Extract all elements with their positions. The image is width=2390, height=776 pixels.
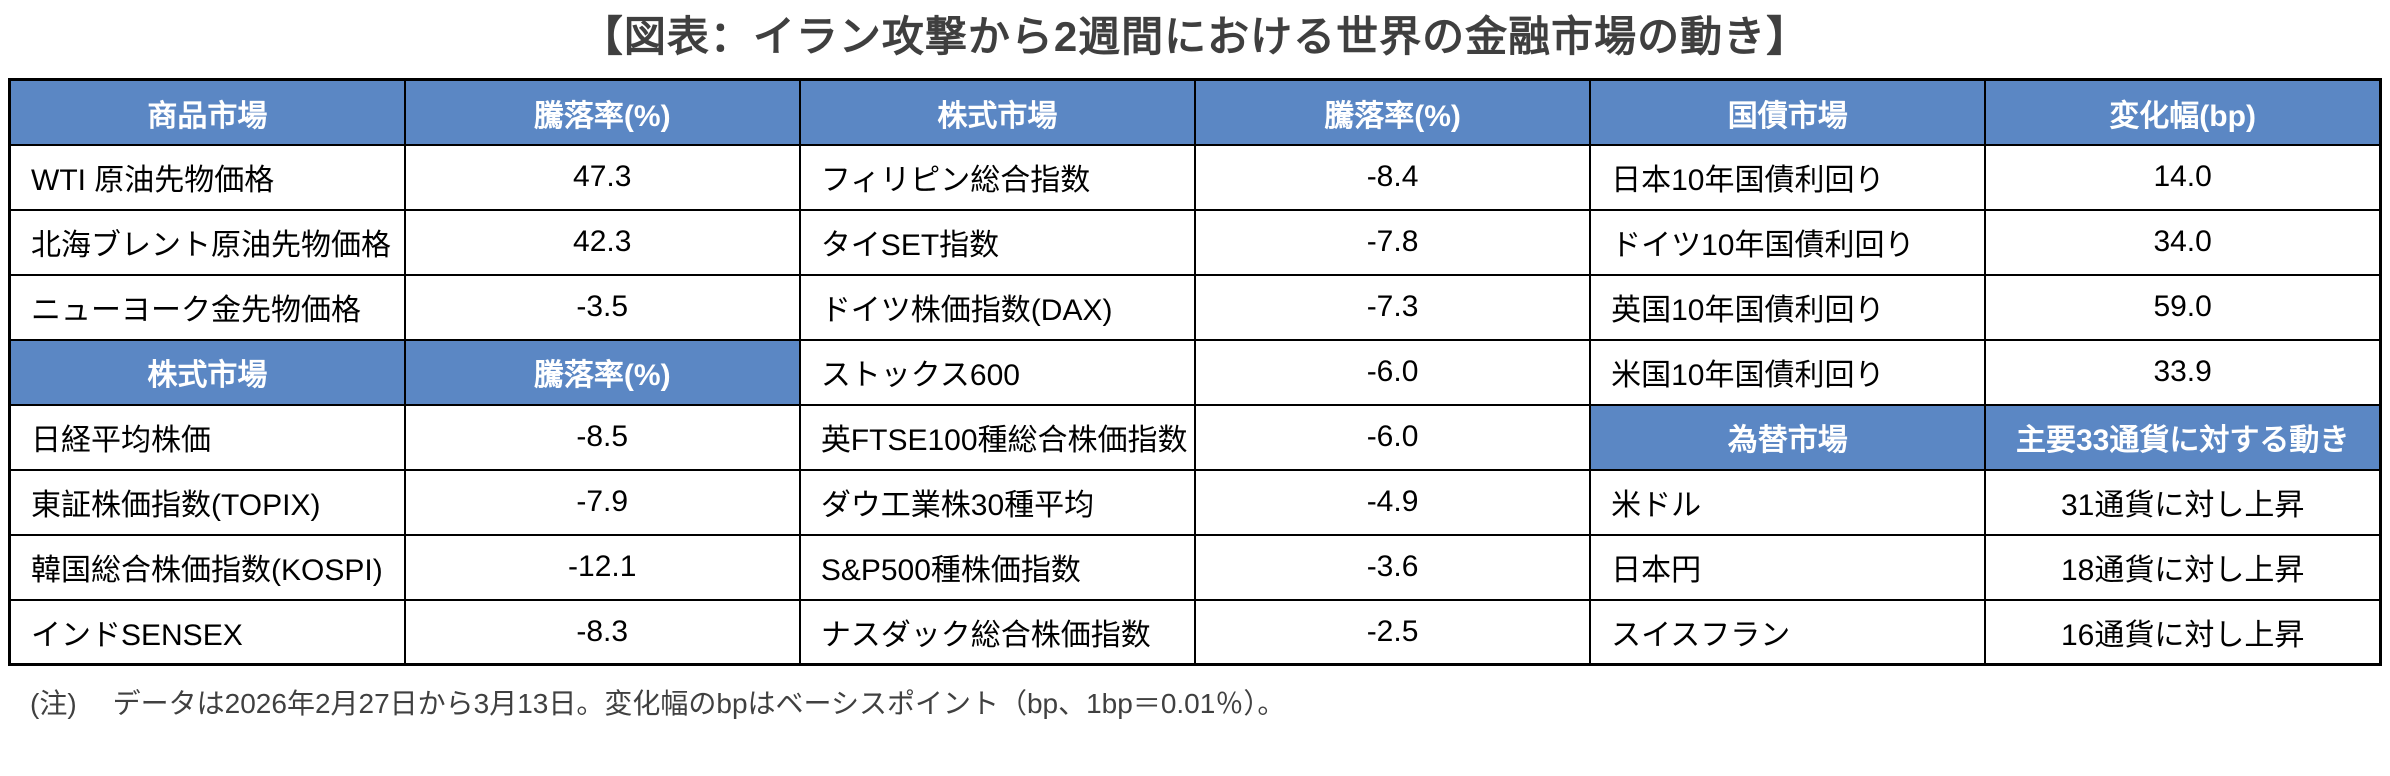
header-cell: 騰落率(%) bbox=[403, 78, 801, 146]
value-cell: 59.0 bbox=[1984, 273, 2382, 341]
footnote-text: データは2026年2月27日から3月13日。変化幅のbpはベーシスポイント（bp… bbox=[112, 688, 1286, 720]
table-row: WTI 原油先物価格 47.3 フィリピン総合指数 -8.4 日本10年国債利回り 14.… bbox=[8, 143, 2382, 211]
row-label-cell: 韓国総合株価指数(KOSPI) bbox=[8, 533, 406, 601]
row-label-cell: 北海ブレント原油先物価格 bbox=[8, 208, 406, 276]
row-label-cell: WTI 原油先物価格 bbox=[8, 143, 406, 211]
value-cell: -3.6 bbox=[1193, 533, 1592, 601]
row-label-cell: ダウ工業株30種平均 bbox=[798, 468, 1196, 536]
header-cell: 騰落率(%) bbox=[1193, 78, 1592, 146]
value-cell: -7.9 bbox=[403, 468, 801, 536]
market-table-body: 商品市場 騰落率(%) 株式市場 騰落率(%) 国債市場 変化幅(bp) WTI 原油先物価… bbox=[8, 78, 2382, 666]
value-cell: 33.9 bbox=[1984, 338, 2382, 406]
value-cell: -7.3 bbox=[1193, 273, 1592, 341]
value-cell: 34.0 bbox=[1984, 208, 2382, 276]
header-cell: 騰落率(%) bbox=[403, 338, 801, 406]
value-cell: 31通貨に対し上昇 bbox=[1984, 468, 2382, 536]
row-label-cell: フィリピン総合指数 bbox=[798, 143, 1196, 211]
value-cell: 16通貨に対し上昇 bbox=[1984, 598, 2382, 666]
table-row: インドSENSEX -8.3 ナスダック総合株価指数 -2.5 スイスフラン 16通貨に対… bbox=[8, 598, 2382, 666]
value-cell: -6.0 bbox=[1193, 403, 1592, 471]
row-label-cell: 日経平均株価 bbox=[8, 403, 406, 471]
footnote: (注) データは2026年2月27日から3月13日。変化幅のbpはベーシスポイント… bbox=[30, 682, 2390, 722]
table-row: 株式市場 騰落率(%) ストックス600 -6.0 米国10年国債利回り 33.9 bbox=[8, 338, 2382, 406]
header-cell: 主要33通貨に対する動き bbox=[1984, 403, 2382, 471]
row-label-cell: 米ドル bbox=[1589, 468, 1987, 536]
value-cell: 14.0 bbox=[1984, 143, 2382, 211]
table-row: 韓国総合株価指数(KOSPI) -12.1 S&P500種株価指数 -3.6 日本円 18… bbox=[8, 533, 2382, 601]
row-label-cell: 東証株価指数(TOPIX) bbox=[8, 468, 406, 536]
row-label-cell: ニューヨーク金先物価格 bbox=[8, 273, 406, 341]
value-cell: 18通貨に対し上昇 bbox=[1984, 533, 2382, 601]
row-label-cell: 米国10年国債利回り bbox=[1589, 338, 1987, 406]
table-row: 日経平均株価 -8.5 英FTSE100種総合株価指数 -6.0 為替市場 主要33通貨に… bbox=[8, 403, 2382, 471]
row-label-cell: ストックス600 bbox=[798, 338, 1196, 406]
row-label-cell: タイSET指数 bbox=[798, 208, 1196, 276]
market-table: 商品市場 騰落率(%) 株式市場 騰落率(%) 国債市場 変化幅(bp) WTI 原油先物価… bbox=[8, 78, 2382, 667]
value-cell: 42.3 bbox=[403, 208, 801, 276]
row-label-cell: S&P500種株価指数 bbox=[798, 533, 1196, 601]
table-row: 東証株価指数(TOPIX) -7.9 ダウ工業株30種平均 -4.9 米ドル 31通貨に対… bbox=[8, 468, 2382, 536]
row-label-cell: 英FTSE100種総合株価指数 bbox=[798, 403, 1196, 471]
row-label-cell: 日本円 bbox=[1589, 533, 1987, 601]
header-cell: 変化幅(bp) bbox=[1984, 78, 2382, 146]
footnote-label: (注) bbox=[30, 688, 77, 720]
header-cell: 商品市場 bbox=[8, 78, 406, 146]
table-row: 商品市場 騰落率(%) 株式市場 騰落率(%) 国債市場 変化幅(bp) bbox=[8, 78, 2382, 146]
value-cell: -12.1 bbox=[403, 533, 801, 601]
row-label-cell: 英国10年国債利回り bbox=[1589, 273, 1987, 341]
header-cell: 株式市場 bbox=[8, 338, 406, 406]
row-label-cell: ナスダック総合株価指数 bbox=[798, 598, 1196, 666]
row-label-cell: ドイツ10年国債利回り bbox=[1589, 208, 1987, 276]
row-label-cell: スイスフラン bbox=[1589, 598, 1987, 666]
table-row: ニューヨーク金先物価格 -3.5 ドイツ株価指数(DAX) -7.3 英国10年国債利回… bbox=[8, 273, 2382, 341]
value-cell: -6.0 bbox=[1193, 338, 1592, 406]
row-label-cell: ドイツ株価指数(DAX) bbox=[798, 273, 1196, 341]
value-cell: 47.3 bbox=[403, 143, 801, 211]
value-cell: -3.5 bbox=[403, 273, 801, 341]
row-label-cell: 日本10年国債利回り bbox=[1589, 143, 1987, 211]
value-cell: -7.8 bbox=[1193, 208, 1592, 276]
figure-title: 【図表：イラン攻撃から2週間における世界の金融市場の動き】 bbox=[580, 13, 1810, 60]
header-cell: 為替市場 bbox=[1589, 403, 1987, 471]
value-cell: -8.4 bbox=[1193, 143, 1592, 211]
header-cell: 国債市場 bbox=[1589, 78, 1987, 146]
header-cell: 株式市場 bbox=[798, 78, 1196, 146]
value-cell: -8.3 bbox=[403, 598, 801, 666]
row-label-cell: インドSENSEX bbox=[8, 598, 406, 666]
value-cell: -4.9 bbox=[1193, 468, 1592, 536]
value-cell: -8.5 bbox=[403, 403, 801, 471]
value-cell: -2.5 bbox=[1193, 598, 1592, 666]
table-row: 北海ブレント原油先物価格 42.3 タイSET指数 -7.8 ドイツ10年国債利回り 34… bbox=[8, 208, 2382, 276]
